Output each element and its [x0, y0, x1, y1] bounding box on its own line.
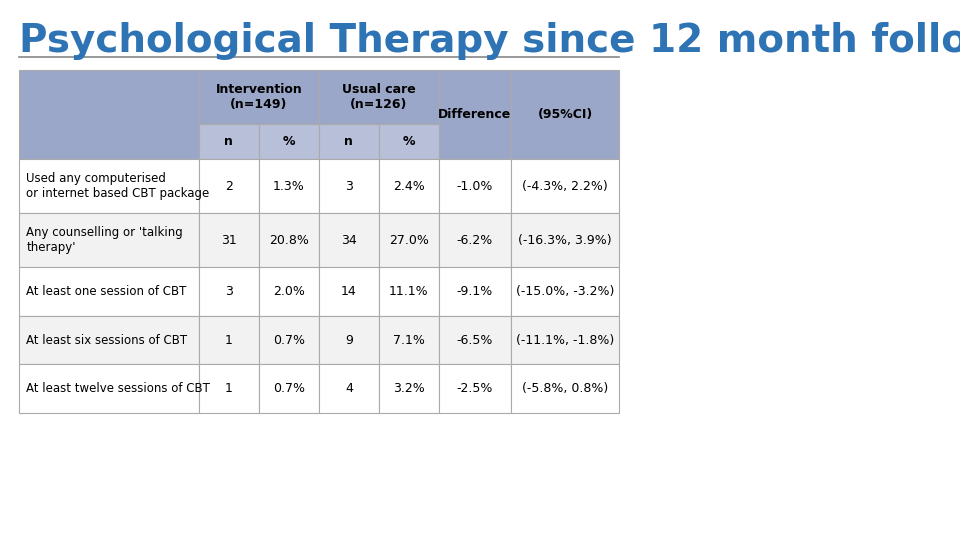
- FancyBboxPatch shape: [379, 213, 439, 267]
- FancyBboxPatch shape: [319, 364, 379, 413]
- Text: 7.1%: 7.1%: [393, 334, 425, 347]
- Text: -2.5%: -2.5%: [457, 382, 493, 395]
- Text: 34: 34: [341, 234, 357, 247]
- FancyBboxPatch shape: [379, 267, 439, 316]
- Text: At least one session of CBT: At least one session of CBT: [26, 285, 186, 298]
- FancyBboxPatch shape: [19, 159, 199, 213]
- FancyBboxPatch shape: [199, 159, 259, 213]
- FancyBboxPatch shape: [259, 267, 319, 316]
- Text: At least six sessions of CBT: At least six sessions of CBT: [26, 334, 187, 347]
- Text: (-11.1%, -1.8%): (-11.1%, -1.8%): [516, 334, 614, 347]
- Text: Any counselling or 'talking
therapy': Any counselling or 'talking therapy': [26, 226, 183, 254]
- Text: (95%CI): (95%CI): [538, 108, 592, 122]
- Text: Usual care
(n=126): Usual care (n=126): [342, 83, 416, 111]
- FancyBboxPatch shape: [199, 213, 259, 267]
- Text: 0.7%: 0.7%: [273, 334, 305, 347]
- FancyBboxPatch shape: [199, 70, 319, 124]
- FancyBboxPatch shape: [199, 364, 259, 413]
- FancyBboxPatch shape: [259, 364, 319, 413]
- Text: Used any computerised
or internet based CBT package: Used any computerised or internet based …: [26, 172, 209, 200]
- FancyBboxPatch shape: [511, 267, 619, 316]
- Text: 4: 4: [345, 382, 353, 395]
- FancyBboxPatch shape: [379, 124, 439, 159]
- FancyBboxPatch shape: [511, 70, 619, 159]
- Text: -9.1%: -9.1%: [457, 285, 493, 298]
- Text: 3.2%: 3.2%: [393, 382, 425, 395]
- Text: (-15.0%, -3.2%): (-15.0%, -3.2%): [516, 285, 614, 298]
- FancyBboxPatch shape: [511, 364, 619, 413]
- FancyBboxPatch shape: [19, 267, 199, 316]
- Text: 2.4%: 2.4%: [393, 180, 425, 193]
- FancyBboxPatch shape: [19, 316, 199, 364]
- Text: 3: 3: [345, 180, 353, 193]
- FancyBboxPatch shape: [259, 124, 319, 159]
- FancyBboxPatch shape: [379, 159, 439, 213]
- FancyBboxPatch shape: [319, 213, 379, 267]
- FancyBboxPatch shape: [319, 267, 379, 316]
- Text: 11.1%: 11.1%: [389, 285, 429, 298]
- Text: 31: 31: [221, 234, 237, 247]
- FancyBboxPatch shape: [439, 70, 511, 159]
- FancyBboxPatch shape: [379, 364, 439, 413]
- Text: -1.0%: -1.0%: [457, 180, 493, 193]
- Text: 2: 2: [225, 180, 232, 193]
- Text: (-5.8%, 0.8%): (-5.8%, 0.8%): [522, 382, 608, 395]
- Text: -6.2%: -6.2%: [457, 234, 493, 247]
- FancyBboxPatch shape: [199, 267, 259, 316]
- FancyBboxPatch shape: [511, 316, 619, 364]
- FancyBboxPatch shape: [319, 124, 379, 159]
- FancyBboxPatch shape: [259, 316, 319, 364]
- Text: Difference: Difference: [439, 108, 512, 122]
- FancyBboxPatch shape: [379, 316, 439, 364]
- Text: 1.3%: 1.3%: [273, 180, 304, 193]
- Text: 1: 1: [225, 382, 232, 395]
- Text: At least twelve sessions of CBT: At least twelve sessions of CBT: [26, 382, 210, 395]
- Text: 2.0%: 2.0%: [273, 285, 305, 298]
- FancyBboxPatch shape: [319, 159, 379, 213]
- Text: 9: 9: [345, 334, 353, 347]
- Text: (-16.3%, 3.9%): (-16.3%, 3.9%): [518, 234, 612, 247]
- FancyBboxPatch shape: [511, 213, 619, 267]
- FancyBboxPatch shape: [259, 213, 319, 267]
- Text: 0.7%: 0.7%: [273, 382, 305, 395]
- FancyBboxPatch shape: [439, 316, 511, 364]
- Text: -6.5%: -6.5%: [457, 334, 493, 347]
- FancyBboxPatch shape: [439, 364, 511, 413]
- FancyBboxPatch shape: [199, 124, 259, 159]
- Text: 27.0%: 27.0%: [389, 234, 429, 247]
- FancyBboxPatch shape: [511, 159, 619, 213]
- FancyBboxPatch shape: [439, 213, 511, 267]
- Text: (-4.3%, 2.2%): (-4.3%, 2.2%): [522, 180, 608, 193]
- Text: n: n: [345, 135, 353, 148]
- Text: 1: 1: [225, 334, 232, 347]
- Text: 3: 3: [225, 285, 232, 298]
- Text: Psychological Therapy since 12 month follow-up: Psychological Therapy since 12 month fol…: [19, 22, 960, 59]
- FancyBboxPatch shape: [439, 267, 511, 316]
- Text: 14: 14: [341, 285, 357, 298]
- Text: 20.8%: 20.8%: [269, 234, 309, 247]
- FancyBboxPatch shape: [319, 316, 379, 364]
- FancyBboxPatch shape: [439, 159, 511, 213]
- FancyBboxPatch shape: [19, 70, 199, 159]
- FancyBboxPatch shape: [19, 213, 199, 267]
- Text: Intervention
(n=149): Intervention (n=149): [215, 83, 302, 111]
- FancyBboxPatch shape: [259, 159, 319, 213]
- FancyBboxPatch shape: [319, 70, 439, 124]
- FancyBboxPatch shape: [19, 364, 199, 413]
- Text: %: %: [402, 135, 415, 148]
- Text: n: n: [225, 135, 233, 148]
- Text: %: %: [282, 135, 295, 148]
- FancyBboxPatch shape: [199, 316, 259, 364]
